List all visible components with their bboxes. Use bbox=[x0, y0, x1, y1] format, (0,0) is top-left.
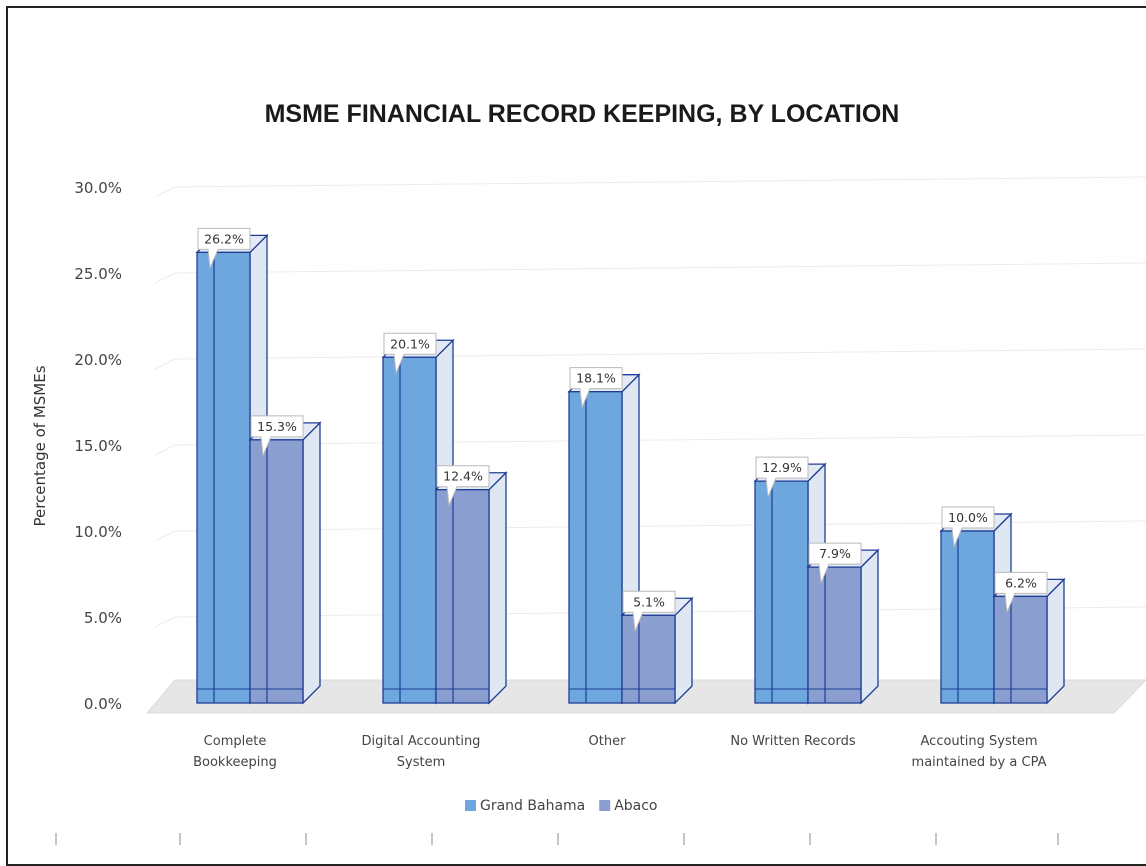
data-label-text: 20.1% bbox=[390, 336, 430, 351]
bar-side bbox=[674, 596, 693, 705]
data-label-text: 5.1% bbox=[633, 594, 665, 609]
data-label: 26.2% bbox=[197, 227, 251, 269]
bar-abaco bbox=[434, 471, 508, 705]
data-label: 20.1% bbox=[383, 332, 437, 374]
data-label: 15.3% bbox=[250, 415, 304, 457]
data-label-text: 18.1% bbox=[576, 371, 616, 386]
chart-title: MSME FINANCIAL RECORD KEEPING, BY LOCATI… bbox=[265, 100, 900, 128]
data-label-box bbox=[622, 590, 676, 632]
data-label: 12.4% bbox=[436, 465, 490, 506]
legend-swatch bbox=[599, 800, 611, 811]
legend-swatch bbox=[465, 800, 476, 811]
gridline bbox=[154, 358, 176, 370]
x-tick-label: Complete Bookkeeping bbox=[193, 734, 277, 770]
data-label-text: 15.3% bbox=[257, 419, 297, 434]
data-label-box bbox=[569, 367, 623, 408]
y-tick-label: 10.0% bbox=[74, 523, 122, 541]
data-label-text: 7.9% bbox=[819, 546, 851, 561]
y-tick-label: 25.0% bbox=[74, 265, 122, 283]
bar-abaco bbox=[992, 577, 1066, 705]
bar-side bbox=[302, 421, 321, 705]
gridline bbox=[174, 348, 1146, 360]
bars bbox=[195, 233, 1066, 705]
y-tick-label: 20.0% bbox=[74, 351, 122, 369]
data-label: 12.9% bbox=[755, 456, 809, 498]
gridline bbox=[174, 262, 1146, 274]
data-label-box bbox=[941, 506, 995, 548]
bar-front bbox=[568, 391, 623, 704]
data-label: 10.0% bbox=[941, 506, 995, 548]
bar-side bbox=[860, 548, 879, 705]
legend-label: Grand Bahama bbox=[480, 798, 585, 814]
x-tick-label: Other bbox=[589, 734, 627, 749]
bar-side bbox=[488, 471, 507, 705]
y-tick-label: 15.0% bbox=[74, 437, 122, 455]
data-label-box bbox=[197, 227, 251, 269]
bar-abaco bbox=[248, 421, 322, 705]
data-label-box bbox=[808, 542, 862, 584]
x-tick-label: Digital Accounting System bbox=[362, 734, 481, 770]
bar-front bbox=[249, 439, 304, 704]
data-label-box bbox=[383, 332, 437, 374]
data-label-text: 6.2% bbox=[1005, 575, 1037, 590]
data-label-text: 12.9% bbox=[762, 460, 802, 475]
gridline bbox=[174, 176, 1146, 188]
data-label: 5.1% bbox=[622, 590, 676, 632]
legend-label: Abaco bbox=[614, 798, 657, 814]
bar-front bbox=[621, 614, 676, 704]
y-tick-label: 0.0% bbox=[84, 695, 122, 713]
y-axis-label: Percentage of MSMEs bbox=[31, 365, 49, 526]
data-label-text: 10.0% bbox=[948, 510, 988, 525]
data-label-box bbox=[436, 465, 490, 506]
gridline bbox=[154, 530, 176, 542]
bar-side bbox=[1046, 577, 1065, 705]
bar-front bbox=[754, 480, 809, 704]
bar-front bbox=[196, 251, 251, 704]
data-label-box bbox=[250, 415, 304, 457]
y-axis: 0.0% 5.0% 10.0% 15.0% 20.0% 25.0% 30.0% bbox=[74, 179, 122, 713]
bar-front bbox=[435, 489, 490, 704]
y-tick-label: 5.0% bbox=[84, 609, 122, 627]
y-tick-label: 30.0% bbox=[74, 179, 122, 197]
data-label: 18.1% bbox=[569, 367, 623, 408]
legend: Grand Bahama Abaco bbox=[465, 798, 658, 814]
x-tick-label: Accouting System maintained by a CPA bbox=[912, 734, 1047, 770]
data-label-text: 12.4% bbox=[443, 469, 483, 484]
gridline bbox=[154, 272, 176, 284]
gridline bbox=[154, 444, 176, 456]
gridline bbox=[154, 186, 176, 198]
x-tick-label: No Written Records bbox=[730, 734, 856, 749]
data-labels: 26.2% 15.3% 20.1% 12.4% 18.1% 5.1% 12.9% 7.9% 10… bbox=[197, 227, 1048, 632]
bar-front bbox=[807, 566, 862, 704]
gridline bbox=[154, 616, 176, 628]
data-label-box bbox=[994, 571, 1048, 613]
bar-abaco bbox=[806, 548, 880, 705]
gridline bbox=[174, 434, 1146, 446]
data-label: 7.9% bbox=[808, 542, 862, 584]
bar-front bbox=[993, 595, 1048, 704]
bottom-tick-marks bbox=[55, 833, 1059, 845]
data-label: 6.2% bbox=[994, 571, 1048, 613]
bar-front bbox=[382, 356, 437, 704]
data-label-text: 26.2% bbox=[204, 231, 244, 246]
bar-front bbox=[940, 530, 995, 704]
bar-abaco bbox=[620, 596, 694, 705]
data-label-box bbox=[755, 456, 809, 498]
x-axis: Complete Bookkeeping Digital Accounting Sys… bbox=[193, 734, 1046, 770]
